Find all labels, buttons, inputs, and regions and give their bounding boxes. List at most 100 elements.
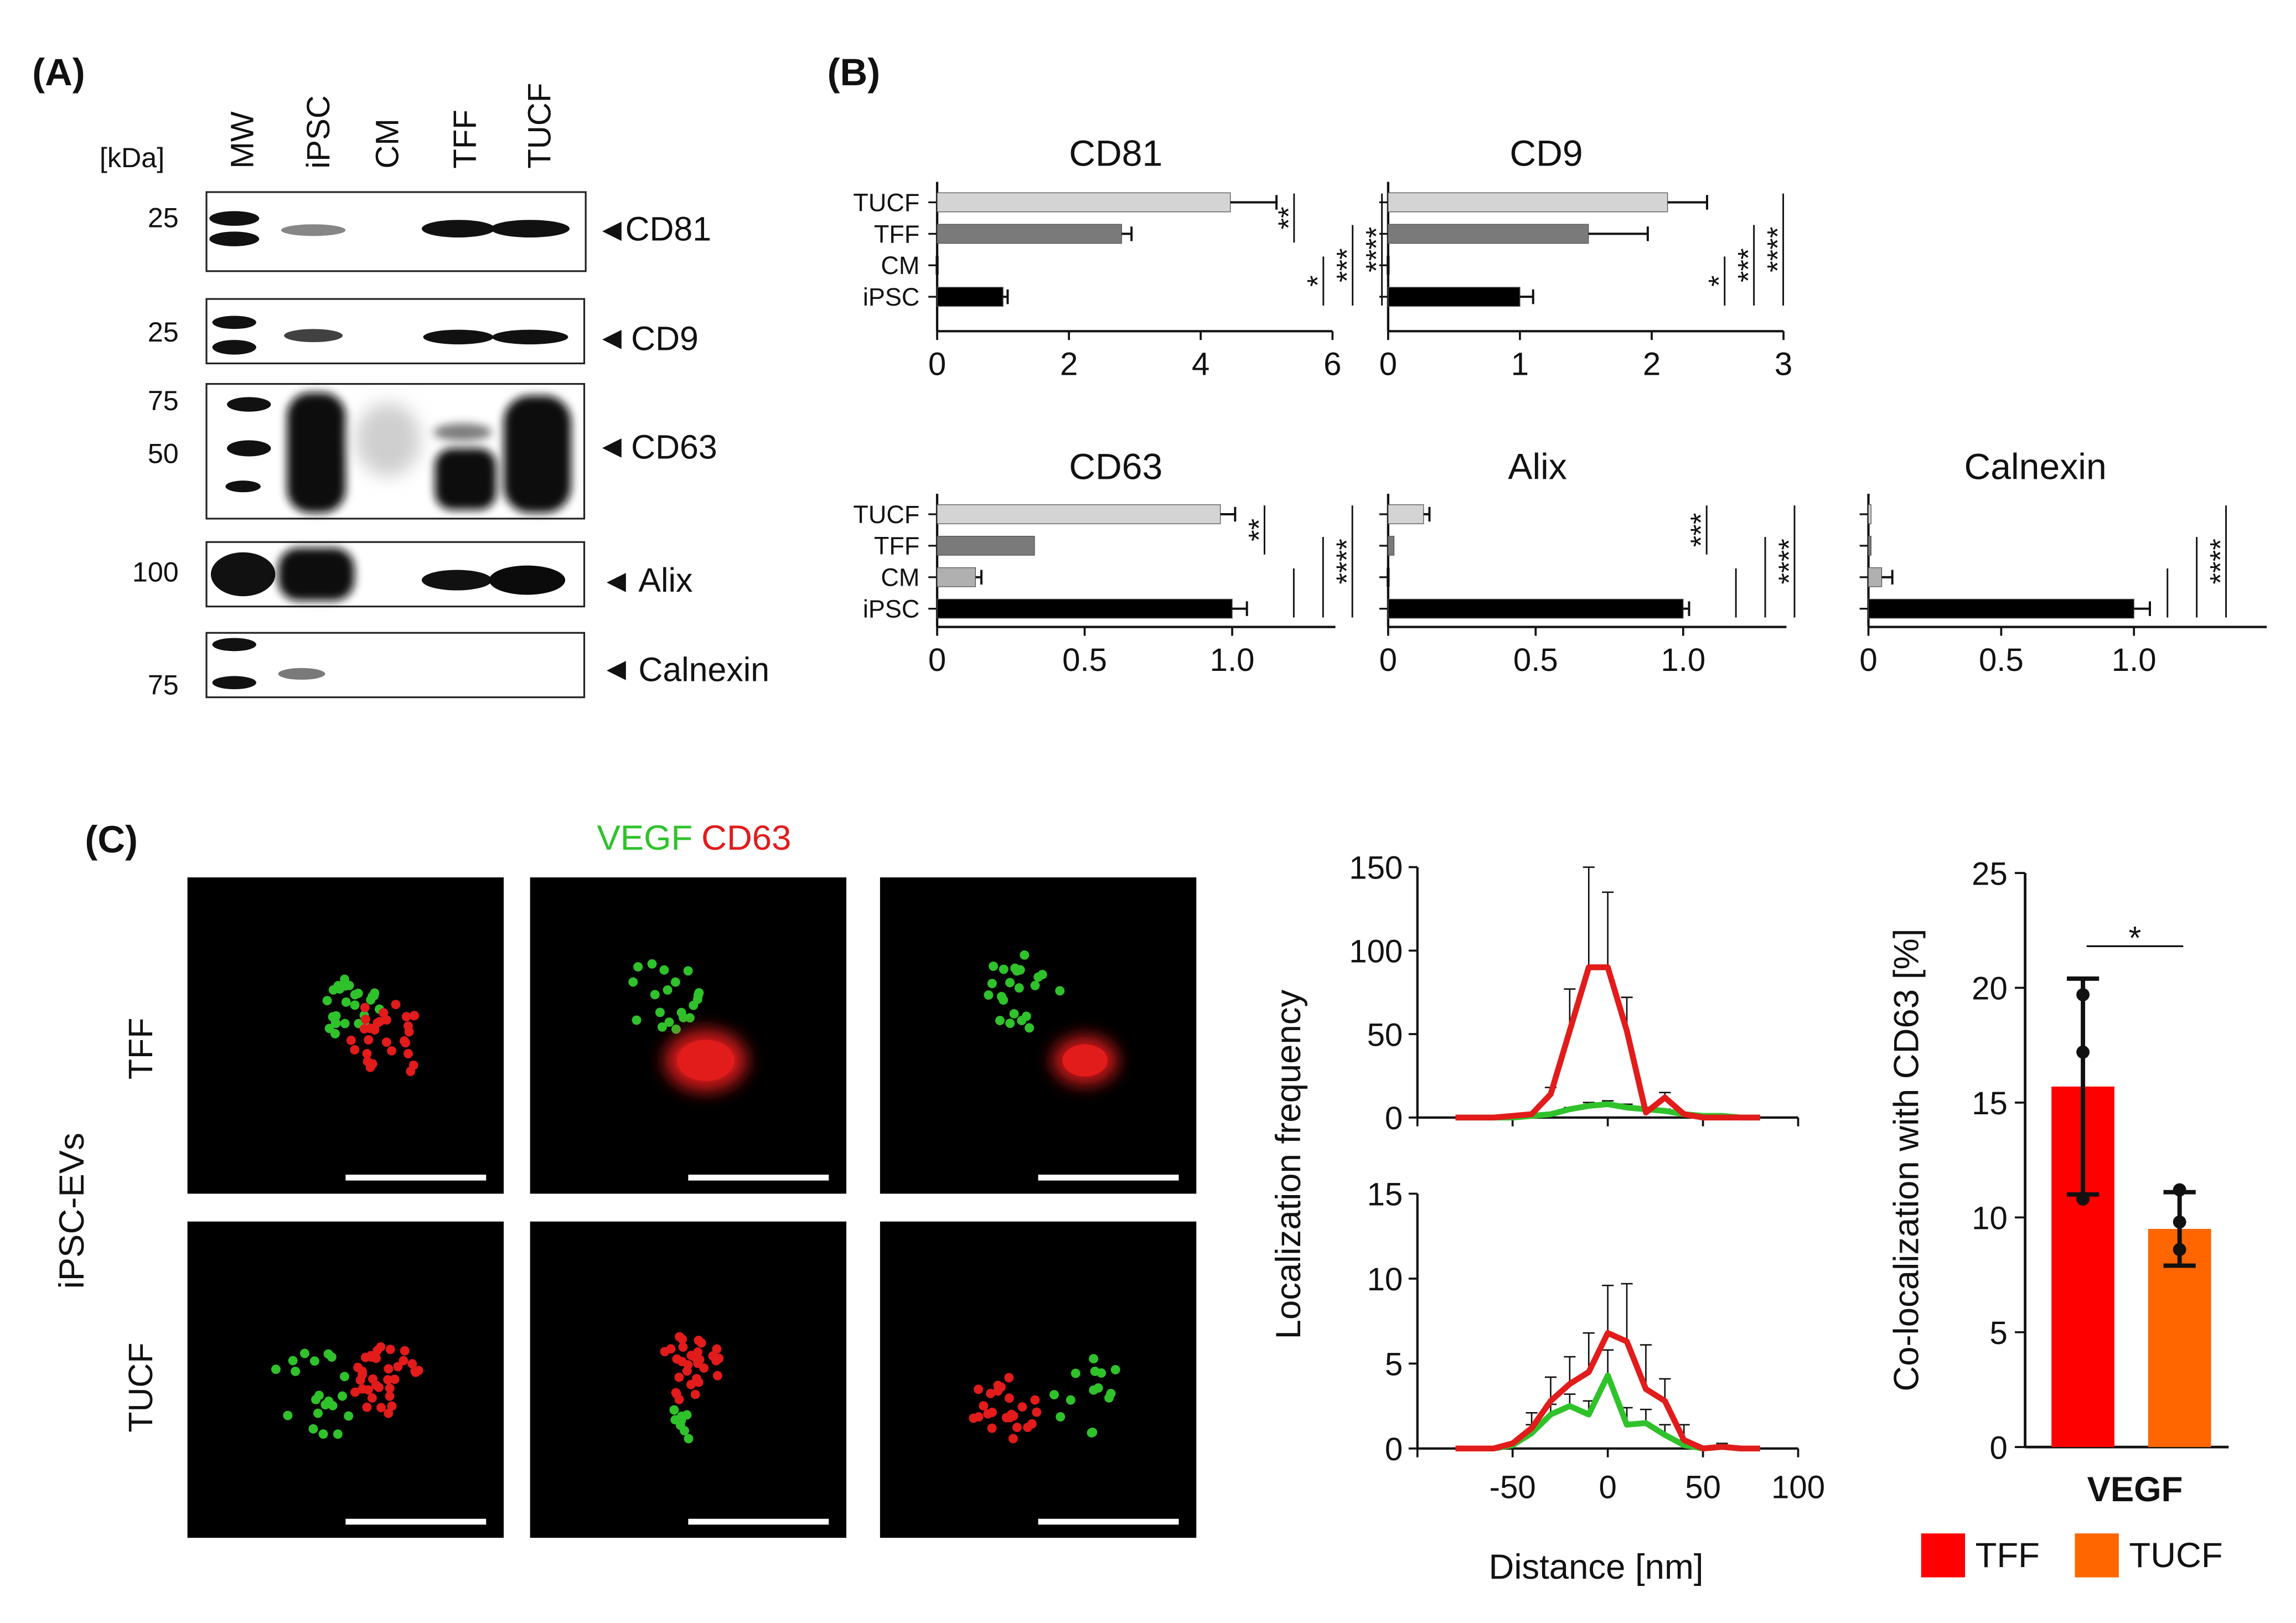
panel-label-a: (A) — [32, 51, 85, 94]
mw-label: 25 — [148, 317, 179, 348]
y-tick-label: 50 — [1367, 1017, 1403, 1053]
localization-spot — [313, 1408, 323, 1418]
blot-arrow: ◄ — [601, 563, 633, 599]
band — [227, 397, 271, 412]
localization-spot — [399, 1356, 408, 1366]
localization-spot — [385, 1383, 395, 1393]
band — [225, 480, 261, 493]
localization-spot — [655, 1007, 665, 1017]
localization-spot — [632, 1015, 642, 1025]
x-tick-label: 100 — [1771, 1470, 1825, 1506]
localization-spot — [995, 1016, 1005, 1026]
x-tick-label: 50 — [1685, 1470, 1721, 1506]
marker-label-cd81: CD81 — [625, 210, 712, 247]
localization-spot — [328, 985, 338, 995]
localization-spot — [374, 1382, 384, 1392]
x-tick-label: 3 — [1775, 347, 1792, 383]
localization-spot — [1030, 1395, 1040, 1405]
localization-spot — [318, 1429, 328, 1439]
localization-spot — [410, 1011, 420, 1021]
y-tick-label: 100 — [1349, 933, 1403, 969]
x-tick-label: 1.0 — [2112, 642, 2157, 678]
category-label: CM — [881, 251, 919, 280]
scale-bar — [1038, 1518, 1179, 1525]
localization-spot — [362, 1048, 372, 1058]
marker-label-cd63: CD63 — [631, 428, 717, 466]
localization-spot — [393, 1362, 403, 1372]
band — [433, 423, 492, 441]
localization-spot — [367, 1393, 377, 1403]
scale-bar — [688, 1518, 829, 1525]
localization-spot — [986, 1388, 996, 1398]
localization-spot — [1017, 1402, 1027, 1412]
bar — [1868, 536, 1871, 556]
localization-spot — [1104, 1393, 1114, 1403]
localization-spot — [993, 1381, 1003, 1391]
localization-spot — [1032, 1407, 1042, 1417]
fluorescence-blob — [1062, 1044, 1108, 1077]
bar — [937, 504, 1221, 524]
localization-spot — [328, 1400, 338, 1410]
localization-spot — [331, 1019, 341, 1028]
localization-spot — [291, 1366, 301, 1376]
localization-spot — [344, 1411, 354, 1421]
fluorescence-blob — [677, 1040, 735, 1081]
blot-cd63: 75 50 ◄ CD63 — [148, 383, 717, 520]
lane-label-mw: MW — [225, 111, 261, 168]
localization-spot — [384, 1408, 394, 1418]
localization-spot — [360, 1015, 370, 1025]
y-axis-label: Localization frequency — [1269, 990, 1308, 1340]
y-tick-label: 0 — [1385, 1100, 1403, 1136]
mw-label: 50 — [148, 438, 179, 469]
image-background — [530, 1221, 847, 1538]
mw-label: 75 — [148, 669, 179, 700]
category-label: TFF — [874, 532, 919, 560]
localization-spot — [633, 962, 643, 972]
significance-label: **** — [1762, 227, 1795, 272]
bar — [937, 192, 1231, 213]
localization-spot — [686, 1379, 696, 1389]
significance-label: **** — [1331, 539, 1363, 584]
mw-label: 25 — [148, 202, 179, 233]
localization-spot — [989, 962, 999, 971]
localization-spot — [400, 1346, 410, 1356]
localization-spot — [1005, 978, 1015, 988]
band — [284, 329, 343, 343]
marker-label-alix: Alix — [638, 561, 692, 599]
localization-spot — [340, 974, 349, 984]
y-tick-label: 15 — [1367, 1177, 1403, 1213]
significance-label: **** — [1773, 539, 1806, 584]
localization-spot — [647, 959, 657, 969]
data-point — [2173, 1243, 2186, 1257]
localization-spot — [379, 1008, 389, 1018]
microscopy-image — [187, 1221, 504, 1538]
localization-spot — [362, 1402, 372, 1412]
y-tick-label: 150 — [1349, 850, 1403, 886]
microscopy-image — [530, 1221, 847, 1538]
localization-spot — [360, 1352, 370, 1362]
localization-spot — [271, 1364, 281, 1374]
legend-swatch-tff — [1921, 1533, 1966, 1578]
localization-spot — [1025, 1023, 1035, 1033]
x-tick-label: 0 — [928, 642, 946, 678]
localization-spot — [358, 1384, 368, 1394]
localization-spot — [404, 1027, 414, 1037]
localization-spot — [353, 989, 363, 998]
blot-cd81: 25 ◄ CD81 — [148, 191, 712, 272]
localization-spot — [685, 1013, 695, 1023]
category-label: TUCF — [853, 188, 919, 216]
localization-spot — [987, 1423, 997, 1433]
mw-label: 75 — [148, 385, 179, 416]
data-point — [2173, 1215, 2186, 1229]
category-label: TFF — [874, 220, 919, 248]
localization-spot — [1012, 1423, 1022, 1433]
localization-spot — [373, 1346, 382, 1356]
localization-spot — [381, 1037, 391, 1047]
y-tick-label: 10 — [1367, 1262, 1403, 1298]
x-tick-label: 1.0 — [1661, 642, 1705, 678]
western-blot-panel: [kDa] MW iPSC CM TFF TUCF 25 ◄ CD81 25 — [100, 83, 769, 701]
microscopy-image — [880, 877, 1197, 1194]
bar — [1388, 192, 1668, 213]
bar — [937, 598, 1233, 619]
